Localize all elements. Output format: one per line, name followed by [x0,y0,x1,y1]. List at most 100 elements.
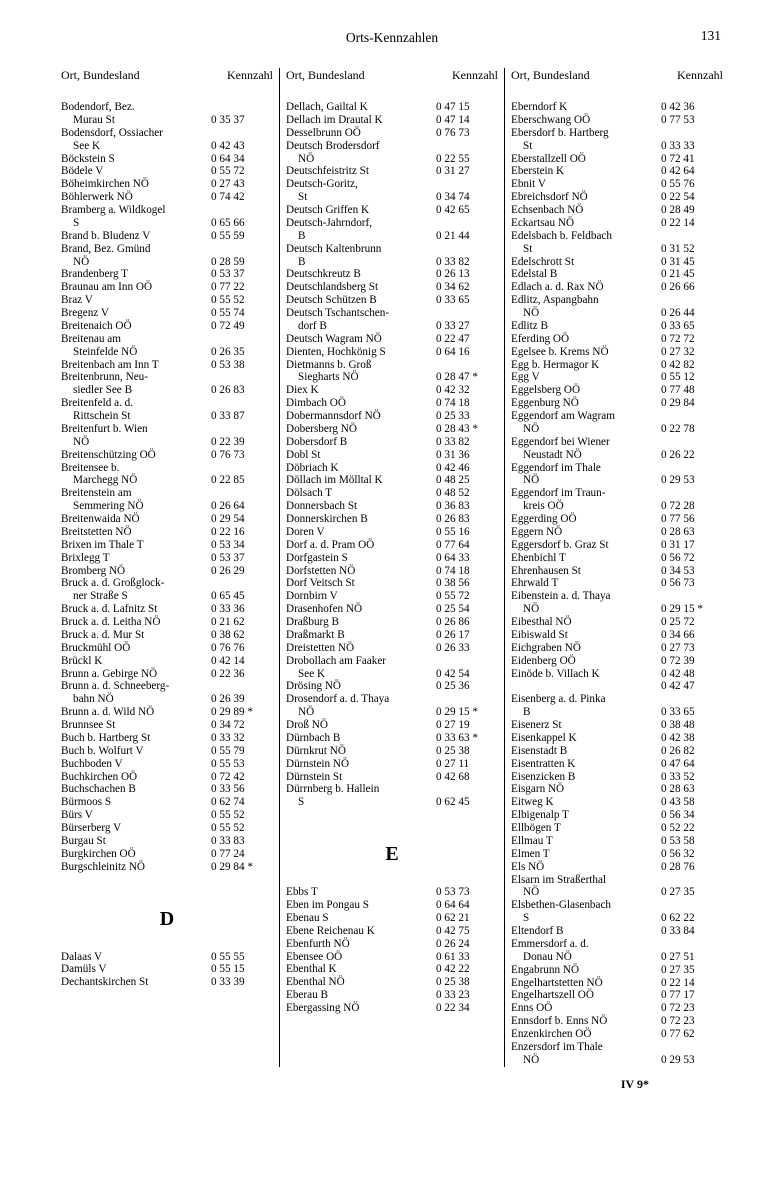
entry-name: Ebensee OÖ [286,951,436,964]
entry-name: Drobollach am Faaker [286,655,436,668]
entry-code: 0 55 52 [211,809,273,822]
entry-name: S [286,796,436,809]
entry-name: NÖ [511,886,661,899]
entry-name: Draßmarkt B [286,629,436,642]
entry-code: 0 26 44 [661,307,723,320]
entry-name: Brunn a. Gebirge NÖ [61,668,211,681]
entry-code: 0 72 49 [211,320,273,333]
entry-code: 0 33 39 [211,976,273,989]
column-2: Ort, Bundesland Kennzahl Dellach, Gailta… [280,68,505,1067]
directory-entry: Dornbirn V0 55 72 [286,590,498,603]
entry-name: Marchegg NÖ [61,474,211,487]
entry-code: 0 42 82 [661,359,723,372]
entry-code: 0 28 63 [661,783,723,796]
entry-code: 0 55 15 [211,963,273,976]
entry-code: 0 55 12 [661,371,723,384]
directory-entry: Donau NÖ0 27 51 [511,951,723,964]
entry-name: Eckartsau NÖ [511,217,661,230]
directory-entry: Breitenstein am [61,487,273,500]
entry-name: Deutschfeistritz St [286,165,436,178]
entry-name: NÖ [511,423,661,436]
directory-entry: Drobollach am Faaker [286,655,498,668]
entry-code: 0 34 74 [436,191,498,204]
entry-code [436,307,498,320]
entry-code: 0 35 37 [211,114,273,127]
directory-entry: Edelstal B0 21 45 [511,268,723,281]
entry-code: 0 31 36 [436,449,498,462]
entry-name: Breitstetten NÖ [61,526,211,539]
entry-code: 0 47 15 [436,101,498,114]
directory-entry: NÖ0 22 55 [286,153,498,166]
directory-entry: Eibesthal NÖ0 25 72 [511,616,723,629]
entry-code: 0 62 22 [661,912,723,925]
entry-code [661,127,723,140]
entry-code: 0 31 27 [436,165,498,178]
entry-name: Breitenfeld a. d. [61,397,211,410]
directory-entry: Deutsch-Goritz, [286,178,498,191]
entry-code: 0 55 74 [211,307,273,320]
directory-entry: Bruckmühl OÖ0 76 76 [61,642,273,655]
entry-code: 0 28 63 [661,526,723,539]
directory-entry: Eberstein K0 42 64 [511,165,723,178]
entry-name: NÖ [511,1054,661,1067]
entry-code: 0 62 45 [436,796,498,809]
directory-entry: Deutschkreutz B0 26 13 [286,268,498,281]
entry-code [661,487,723,500]
directory-entry: Eberau B0 33 23 [286,989,498,1002]
directory-entry: B0 21 44 [286,230,498,243]
entry-name: Steinfelde NÖ [61,346,211,359]
entry-name: Böckstein S [61,153,211,166]
entry-name: Döbriach K [286,462,436,475]
column-header: Ort, Bundesland Kennzahl [61,68,273,83]
entry-code: 0 28 47 * [436,371,498,384]
entry-code: 0 55 55 [211,951,273,964]
entry-name: Emmersdorf a. d. [511,938,661,951]
entry-code: 0 22 78 [661,423,723,436]
entry-code: 0 52 22 [661,822,723,835]
entry-name: Ebenthal K [286,963,436,976]
entry-name: Neustadt NÖ [511,449,661,462]
entry-code: 0 42 64 [661,165,723,178]
directory-entry: Eferding OÖ0 72 72 [511,333,723,346]
directory-entry: Dorfstetten NÖ0 74 18 [286,565,498,578]
entry-code: 0 27 11 [436,758,498,771]
entry-name: Edlach a. d. Rax NÖ [511,281,661,294]
directory-entry: Dorfgastein S0 64 33 [286,552,498,565]
directory-entry: Buchboden V0 55 53 [61,758,273,771]
entry-code: 0 55 76 [661,178,723,191]
entry-code [436,178,498,191]
entry-name: Egg V [511,371,661,384]
entry-name: Dorf Veitsch St [286,577,436,590]
directory-entry: Siegharts NÖ0 28 47 * [286,371,498,384]
entry-code: 0 29 15 * [661,603,723,616]
entry-code: 0 55 52 [211,822,273,835]
entry-code: 0 25 72 [661,616,723,629]
directory-entry: Diex K0 42 32 [286,384,498,397]
entry-code: 0 21 62 [211,616,273,629]
directory-entry: Eggelsberg OÖ0 77 48 [511,384,723,397]
directory-entry: Donnerskirchen B0 26 83 [286,513,498,526]
entry-code [211,423,273,436]
entry-code: 0 22 39 [211,436,273,449]
directory-entry: Burgau St0 33 83 [61,835,273,848]
entry-code: 0 29 53 [661,1054,723,1067]
directory-entry: Emmersdorf a. d. [511,938,723,951]
directory-entry: Eggendorf am Wagram [511,410,723,423]
entry-code: 0 64 64 [436,899,498,912]
entry-code: 0 26 13 [436,268,498,281]
entry-code: 0 74 42 [211,191,273,204]
directory-entry: NÖ0 26 44 [511,307,723,320]
directory-entry: Bromberg NÖ0 26 29 [61,565,273,578]
entry-code [661,410,723,423]
entry-name: Braz V [61,294,211,307]
directory-entry: Doren V0 55 16 [286,526,498,539]
directory-entry: Enzersdorf im Thale [511,1041,723,1054]
entry-name: Deutsch Griffen K [286,204,436,217]
entry-code: 0 27 32 [661,346,723,359]
entry-code [211,333,273,346]
entry-name: Eitweg K [511,796,661,809]
entry-name: Eisenerz St [511,719,661,732]
entry-name: Deutsch-Goritz, [286,178,436,191]
entry-name: Edelstal B [511,268,661,281]
directory-entry: Dellach, Gailtal K0 47 15 [286,101,498,114]
